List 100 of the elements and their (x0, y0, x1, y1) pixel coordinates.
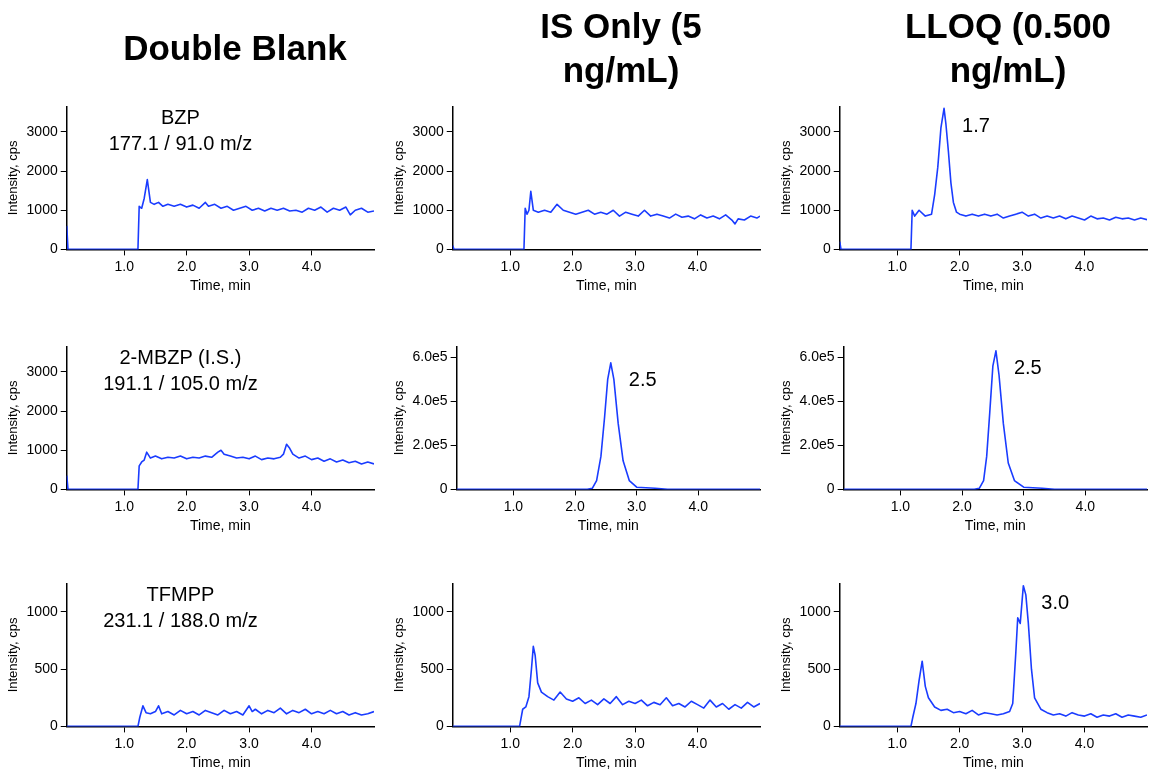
chart-title: LLOQ (0.500 ng/mL) (903, 4, 1113, 91)
x-axis-title: Time, min (962, 277, 1024, 294)
y-axis-title: Intensity, cps (391, 139, 407, 216)
x-tick-label: 1.0 (114, 257, 135, 274)
y-tick-label: 0 (435, 717, 444, 734)
y-tick-label: 0 (439, 480, 448, 497)
y-axis-title: Intensity, cps (5, 139, 21, 216)
y-axis-title: Intensity, cps (778, 139, 794, 216)
annotation: 2.5 (1013, 356, 1042, 379)
x-tick-label: 4.0 (301, 734, 322, 751)
annotation: TFMPP (146, 582, 215, 605)
x-tick-label: 3.0 (239, 497, 260, 514)
x-tick-label: 1.0 (114, 734, 135, 751)
y-axis-title: Intensity, cps (5, 379, 21, 456)
y-tick-label: 500 (807, 660, 831, 677)
x-tick-label: 3.0 (626, 497, 647, 514)
x-tick-label: 3.0 (625, 734, 646, 751)
y-tick-label: 1000 (799, 602, 831, 619)
y-axis-title: Intensity, cps (391, 379, 407, 456)
x-tick-label: 2.0 (949, 257, 970, 274)
x-tick-label: 1.0 (887, 734, 908, 751)
y-tick-label: 0 (822, 717, 831, 734)
x-tick-label: 4.0 (1074, 257, 1095, 274)
y-tick-label: 0 (435, 240, 444, 257)
annotation: 191.1 / 105.0 m/z (103, 371, 258, 394)
y-tick-label: 500 (420, 660, 444, 677)
x-tick-label: 2.0 (562, 257, 583, 274)
x-tick-label: 2.0 (952, 497, 972, 514)
y-tick-label: 2000 (799, 161, 831, 178)
x-tick-label: 4.0 (688, 497, 709, 514)
x-tick-label: 1.0 (500, 734, 521, 751)
x-tick-label: 4.0 (1075, 497, 1096, 514)
y-tick-label: 3000 (26, 362, 58, 379)
y-tick-label: 1000 (26, 441, 58, 458)
y-tick-label: 4.0e5 (799, 392, 835, 409)
x-tick-label: 4.0 (1074, 734, 1095, 751)
x-tick-label: 2.0 (949, 734, 970, 751)
annotation: 2-MBZP (I.S.) (119, 345, 242, 368)
y-axis-title: Intensity, cps (778, 616, 794, 693)
x-axis-title: Time, min (189, 517, 251, 534)
y-axis-title: Intensity, cps (5, 616, 21, 693)
y-tick-label: 1000 (412, 201, 444, 218)
x-tick-label: 2.0 (176, 257, 197, 274)
y-tick-label: 2000 (26, 401, 58, 418)
chart-title: Double Blank (123, 26, 347, 69)
x-axis-title: Time, min (577, 517, 639, 534)
y-tick-label: 6.0e5 (799, 348, 835, 365)
x-tick-label: 2.0 (176, 734, 197, 751)
x-tick-label: 3.0 (1013, 497, 1034, 514)
y-tick-label: 1000 (26, 201, 58, 218)
annotation: 177.1 / 91.0 m/z (108, 131, 253, 154)
y-tick-label: 1000 (26, 602, 58, 619)
x-tick-label: 4.0 (301, 257, 322, 274)
y-tick-label: 1000 (412, 602, 444, 619)
x-tick-label: 3.0 (1012, 734, 1033, 751)
y-tick-label: 0 (826, 480, 835, 497)
y-axis-title: Intensity, cps (778, 379, 794, 456)
y-tick-label: 0 (49, 717, 58, 734)
x-tick-label: 4.0 (301, 497, 322, 514)
x-tick-label: 4.0 (687, 734, 708, 751)
y-tick-label: 2000 (26, 161, 58, 178)
x-tick-label: 3.0 (239, 257, 260, 274)
x-tick-label: 1.0 (114, 497, 135, 514)
x-axis-title: Time, min (189, 754, 251, 770)
x-tick-label: 3.0 (239, 734, 260, 751)
y-tick-label: 4.0e5 (412, 392, 448, 409)
x-tick-label: 1.0 (890, 497, 911, 514)
x-axis-title: Time, min (575, 754, 637, 770)
x-tick-label: 3.0 (1012, 257, 1033, 274)
annotation: BZP (160, 105, 200, 128)
x-tick-label: 1.0 (503, 497, 524, 514)
x-tick-label: 2.0 (562, 734, 583, 751)
x-tick-label: 2.0 (176, 497, 197, 514)
x-axis-title: Time, min (575, 277, 637, 294)
y-axis-title: Intensity, cps (391, 616, 407, 693)
x-tick-label: 3.0 (625, 257, 646, 274)
annotation: 231.1 / 188.0 m/z (103, 608, 258, 631)
x-tick-label: 1.0 (887, 257, 908, 274)
chart-title: IS Only (5 ng/mL) (539, 4, 703, 91)
y-tick-label: 3000 (26, 122, 58, 139)
y-tick-label: 3000 (799, 122, 831, 139)
y-tick-label: 2000 (412, 161, 444, 178)
annotation: 1.7 (962, 113, 990, 136)
x-tick-label: 1.0 (500, 257, 521, 274)
y-tick-label: 3000 (412, 122, 444, 139)
y-tick-label: 0 (822, 240, 831, 257)
y-tick-label: 0 (49, 240, 58, 257)
annotation: 3.0 (1041, 591, 1070, 614)
y-tick-label: 2.0e5 (799, 436, 835, 453)
y-tick-label: 500 (34, 660, 58, 677)
y-tick-label: 6.0e5 (412, 348, 448, 365)
y-tick-label: 1000 (799, 201, 831, 218)
x-axis-title: Time, min (964, 517, 1026, 534)
x-axis-title: Time, min (189, 277, 251, 294)
x-axis-title: Time, min (962, 754, 1024, 770)
y-tick-label: 2.0e5 (412, 436, 448, 453)
annotation: 2.5 (628, 368, 657, 391)
x-tick-label: 4.0 (687, 257, 708, 274)
y-tick-label: 0 (49, 480, 58, 497)
x-tick-label: 2.0 (565, 497, 585, 514)
